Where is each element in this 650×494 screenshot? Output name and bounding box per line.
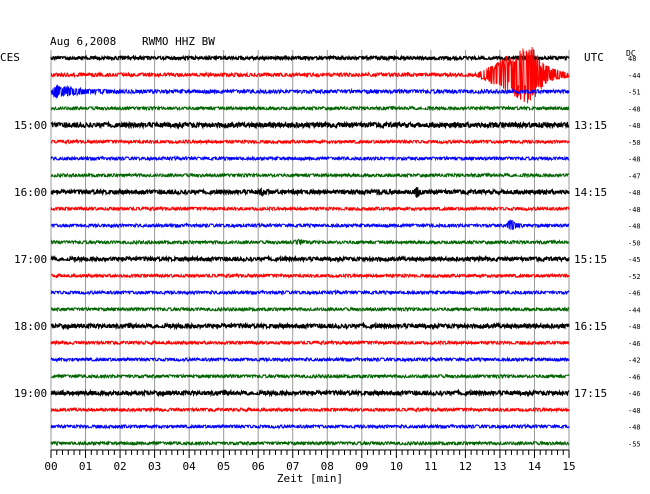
trace-row-22	[50, 423, 570, 430]
trace-row-16	[50, 321, 570, 331]
dc-offset-label: -50	[628, 239, 641, 247]
trace-row-9	[50, 205, 570, 213]
dc-offset-label: -48	[628, 223, 641, 231]
left-time-label: 15:00	[14, 119, 47, 132]
x-tick-label: 01	[79, 460, 92, 473]
trace-row-15	[50, 306, 570, 313]
x-tick-label: 05	[217, 460, 230, 473]
left-time-label: 16:00	[14, 186, 47, 199]
dc-offset-label: -42	[628, 357, 641, 365]
x-tick-label: 04	[183, 460, 197, 473]
trace-row-2	[50, 84, 570, 99]
dynamic-labels: 00 01 02 03 04 05 06 07 08 09 10 11 12 13 14 15 15:00 16:…	[14, 55, 641, 473]
right-time-label: 14:15	[574, 186, 607, 199]
trace-row-18	[50, 356, 570, 363]
trace-row-10	[51, 218, 570, 230]
dc-offset-label: -48	[628, 424, 641, 432]
left-time-label: 19:00	[14, 387, 47, 400]
left-zone-label: CES	[0, 51, 20, 64]
left-time-label: 17:00	[14, 253, 47, 266]
trace-row-0	[50, 54, 570, 62]
right-time-label: 13:15	[574, 119, 607, 132]
dc-label: DC	[626, 49, 636, 58]
grid	[50, 50, 570, 458]
trace-row-14	[50, 289, 570, 296]
x-tick-label: 02	[113, 460, 126, 473]
trace-row-3	[50, 104, 570, 112]
x-tick-label: 11	[424, 460, 437, 473]
x-tick-label: 14	[528, 460, 542, 473]
right-time-label: 17:15	[574, 387, 607, 400]
x-tick-label: 09	[355, 460, 368, 473]
trace-row-19	[50, 373, 570, 380]
dc-offset-label: -55	[628, 440, 641, 448]
x-axis-title: Zeit [min]	[277, 472, 343, 485]
trace-group	[50, 47, 570, 447]
trace-row-1	[50, 47, 570, 104]
trace-row-13	[50, 272, 570, 280]
x-tick-label: 06	[252, 460, 265, 473]
dc-offset-label: -46	[628, 290, 641, 298]
trace-row-11	[50, 238, 570, 246]
dc-offset-label: -46	[628, 390, 641, 398]
trace-row-23	[50, 440, 570, 447]
dc-offset-label: -51	[628, 89, 641, 97]
trace-row-6	[50, 155, 570, 162]
dc-offset-label: -46	[628, 373, 641, 381]
label-group: Aug 6,2008 RWMO HHZ BW CES UTC DC Zeit […	[0, 35, 636, 485]
dc-offset-label: -48	[628, 156, 641, 164]
trace-row-8	[50, 187, 570, 198]
trace-row-12	[50, 254, 570, 264]
dc-offset-label: -52	[628, 273, 641, 281]
trace-row-5	[50, 138, 570, 145]
dc-offset-label: -45	[628, 256, 641, 264]
dc-offset-label: -48	[628, 206, 641, 214]
dc-offset-label: -44	[628, 72, 641, 80]
dc-offset-label: -46	[628, 340, 641, 348]
station-label: RWMO HHZ BW	[142, 35, 215, 48]
dc-offset-label: -48	[628, 122, 641, 130]
dc-offset-label: -48	[628, 189, 641, 197]
dc-offset-label: -48	[628, 105, 641, 113]
dc-offset-label: -48	[628, 323, 641, 331]
trace-row-17	[50, 339, 570, 347]
trace-row-4	[50, 120, 570, 130]
x-tick-label: 13	[493, 460, 506, 473]
dc-offset-label: -48	[628, 407, 641, 415]
right-time-label: 16:15	[574, 320, 607, 333]
right-time-label: 15:15	[574, 253, 607, 266]
x-tick-label: 10	[390, 460, 403, 473]
x-tick-label: 12	[459, 460, 472, 473]
left-time-label: 18:00	[14, 320, 47, 333]
x-tick-label: 15	[562, 460, 575, 473]
right-zone-label: UTC	[584, 51, 604, 64]
dc-offset-label: -44	[628, 306, 641, 314]
trace-row-21	[50, 406, 570, 414]
x-tick-label: 03	[148, 460, 161, 473]
dc-offset-label: -47	[628, 172, 641, 180]
x-tick-label: 00	[44, 460, 57, 473]
date-label: Aug 6,2008	[50, 35, 116, 48]
x-tick-label: 07	[286, 460, 299, 473]
x-tick-label: 08	[321, 460, 334, 473]
dc-offset-label: 48	[628, 55, 636, 63]
dc-offset-label: -50	[628, 139, 641, 147]
trace-row-7	[50, 171, 570, 179]
trace-row-20	[50, 388, 570, 398]
